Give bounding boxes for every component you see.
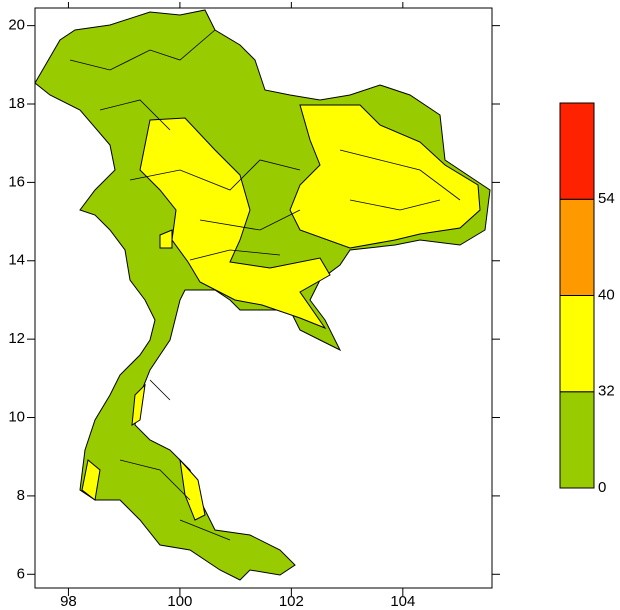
y-tick-label: 8 [17,487,25,504]
y-tick-label: 14 [8,252,25,269]
area-yellow-central [139,117,331,330]
colorbar-label: 40 [598,286,615,303]
y-tick-label: 6 [17,565,25,582]
y-tick-label: 12 [8,330,25,347]
area-yellow-northeast [289,104,481,249]
borders [69,29,461,541]
x-tick-label: 100 [167,593,192,610]
x-tick-label: 98 [60,593,77,610]
x-tick-label: 104 [390,593,415,610]
colorbar-label: 32 [598,383,615,400]
area-yellow-south [81,229,206,521]
colorbar-segment [559,102,595,200]
y-tick-label: 10 [8,408,25,425]
colorbar-segment [559,295,595,393]
colorbar-segment [559,391,595,489]
x-tick-label: 102 [279,593,304,610]
y-tick-label: 20 [8,17,25,34]
y-tick-label: 18 [8,95,25,112]
colorbar-segment [559,198,595,296]
colorbar-label: 54 [598,190,615,207]
colorbar-label: 0 [598,479,606,496]
y-tick-label: 16 [8,173,25,190]
